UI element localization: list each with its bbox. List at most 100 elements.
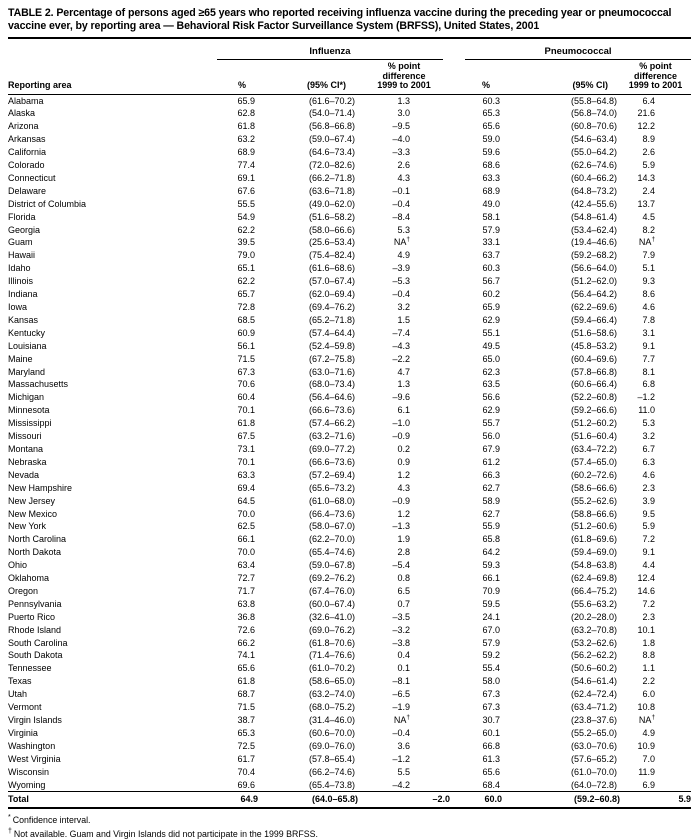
table-row: Arkansas 63.2 (59.0–67.4) –4.0 59.0 (54.6–63.…	[8, 133, 691, 146]
table-row: Nevada 63.3 (57.2–69.4) 1.2 66.3 (60.2–72.6) 4…	[8, 469, 691, 482]
influenza-ci-cell: (31.4–46.0)	[308, 715, 355, 725]
footnote-text: Not available. Guam and Virgin Islands d…	[13, 829, 318, 840]
pneumococcal-percent-cell: 60.3	[482, 263, 501, 274]
influenza-diff-cell: –6.5	[392, 689, 411, 700]
influenza-diff-cell: 1.2	[397, 508, 411, 519]
influenza-diff-cell: 6.5	[397, 585, 411, 596]
reporting-area-cell: Minnesota	[8, 405, 50, 416]
influenza-percent-cell: 38.7	[237, 715, 255, 725]
pneumococcal-percent-cell: 70.9	[482, 585, 501, 596]
table-row: Illinois 62.2 (57.0–67.4) –5.3 56.7 (51.2–62.…	[8, 275, 691, 288]
influenza-ci-header: (95% CI*)	[258, 60, 358, 95]
pneumococcal-percent-cell: 60.3	[482, 95, 501, 106]
pneumococcal-diff-cell: 7.2	[642, 534, 656, 545]
influenza-percent-cell: 61.8	[237, 676, 255, 687]
pneumococcal-percent-cell: 57.9	[482, 637, 501, 648]
pneumococcal-diff-cell: NA†	[638, 236, 656, 248]
table-row: Kentucky 60.9 (57.4–64.4) –7.4 55.1 (51.6–58.…	[8, 327, 691, 340]
reporting-area-cell: Michigan	[8, 392, 45, 403]
influenza-diff-cell: –3.3	[392, 147, 411, 158]
pneumococcal-ci-cell: (59.4–66.4)	[570, 314, 618, 325]
reporting-area-cell: Nebraska	[8, 456, 47, 467]
pneumococcal-percent-cell: 55.4	[482, 663, 501, 674]
table-title: TABLE 2. Percentage of persons aged ≥65 …	[8, 7, 672, 32]
reporting-area-cell: Connecticut	[8, 172, 56, 183]
reporting-area-cell: Puerto Rico	[8, 611, 56, 622]
pneumococcal-ci-cell: (51.2–60.2)	[570, 418, 618, 429]
reporting-area-cell: Delaware	[8, 185, 47, 196]
pneumococcal-diff-cell: 4.5	[642, 211, 656, 222]
pneumococcal-ci-header: (95% CI)	[502, 60, 621, 95]
influenza-diff-cell: –2.0	[358, 791, 451, 810]
footnote-text: Confidence interval.	[12, 815, 91, 826]
pneumococcal-group-header: Pneumococcal	[465, 46, 692, 60]
pneumococcal-diff-cell: 5.9	[620, 791, 692, 810]
table-row: Hawaii 79.0 (75.4–82.4) 4.9 63.7 (59.2–68.2) 7…	[8, 249, 691, 262]
pneumococcal-percent-cell: 59.0	[482, 134, 501, 145]
table-row: Maryland 67.3 (63.0–71.6) 4.7 62.3 (57.8–66.8…	[8, 366, 691, 379]
influenza-percent-cell: 65.1	[237, 263, 255, 274]
influenza-ci-cell: (58.0–66.6)	[308, 224, 355, 235]
influenza-diff-cell: –3.9	[392, 263, 411, 274]
influenza-percent-cell: 68.5	[237, 314, 255, 325]
influenza-diff-cell: –4.3	[392, 340, 411, 351]
influenza-ci-cell: (66.6–73.6)	[308, 456, 355, 467]
pneumococcal-ci-cell: (57.8–66.8)	[570, 366, 618, 377]
pneumococcal-ci-cell: (62.2–69.6)	[570, 302, 618, 312]
influenza-percent-cell: 56.1	[237, 340, 255, 351]
influenza-diff-cell: 4.3	[397, 482, 411, 493]
influenza-diff-cell: 1.9	[397, 534, 411, 545]
influenza-ci-cell: (69.2–76.2)	[308, 573, 355, 584]
pneumococcal-percent-cell: 24.1	[482, 611, 501, 622]
influenza-percent-cell: 74.1	[237, 650, 255, 661]
reporting-area-cell: Alabama	[8, 95, 44, 106]
influenza-percent-cell: 63.2	[237, 134, 255, 145]
influenza-percent-cell: 77.4	[237, 160, 255, 171]
influenza-diff-cell: –1.2	[392, 753, 411, 764]
table-header: Influenza Pneumococcal Reporting area % …	[8, 43, 692, 95]
pneumococcal-diff-cell: 7.2	[642, 598, 656, 609]
influenza-diff-cell: 6.1	[397, 405, 411, 416]
pneumococcal-percent-cell: 60.0	[450, 791, 503, 810]
influenza-diff-cell: –3.2	[392, 624, 411, 635]
influenza-ci-cell: (56.8–66.8)	[308, 121, 355, 132]
pneumococcal-percent-header: %	[450, 60, 503, 95]
reporting-area-cell: Maine	[8, 353, 33, 364]
pneumococcal-ci-cell: (52.2–60.8)	[570, 392, 618, 403]
influenza-diff-cell: NA†	[393, 714, 411, 725]
influenza-ci-cell: (63.0–71.6)	[308, 366, 355, 377]
pneumococcal-ci-cell: (55.6–63.2)	[570, 598, 618, 609]
influenza-ci-cell: (63.6–71.8)	[308, 185, 355, 196]
pneumococcal-diff-cell: 7.7	[642, 353, 656, 364]
footnote-not-available: † Not available. Guam and Virgin Islands …	[8, 826, 691, 840]
pneumococcal-group-header-cell: Pneumococcal	[450, 43, 692, 60]
pneumococcal-ci-cell: (55.8–64.8)	[570, 95, 618, 106]
pneumococcal-ci-cell: (62.4–72.4)	[570, 689, 618, 700]
influenza-diff-cell: 0.2	[397, 443, 411, 454]
influenza-ci-cell: (66.2–71.8)	[308, 172, 355, 183]
pneumococcal-ci-cell: (63.0–70.6)	[570, 740, 618, 751]
influenza-ci-cell: (66.4–73.6)	[308, 508, 355, 519]
influenza-ci-cell: (61.8–70.6)	[308, 637, 355, 648]
pneumococcal-ci-cell: (62.6–74.6)	[570, 160, 618, 171]
influenza-ci-cell: (62.0–69.4)	[308, 289, 355, 300]
influenza-diff-cell: –0.9	[392, 431, 411, 442]
influenza-percent-cell: 62.5	[237, 521, 255, 532]
pneumococcal-percent-cell: 59.2	[482, 650, 501, 661]
pneumococcal-percent-cell: 56.6	[482, 392, 501, 403]
influenza-diff-cell: 0.4	[397, 650, 411, 661]
reporting-area-cell: New Mexico	[8, 508, 58, 519]
influenza-percent-cell: 69.6	[237, 779, 255, 790]
influenza-percent-cell: 67.6	[237, 185, 255, 196]
pneumococcal-percent-cell: 62.3	[482, 366, 501, 377]
table-row: Arizona 61.8 (56.8–66.8) –9.5 65.6 (60.8–70.6…	[8, 120, 691, 133]
pneumococcal-ci-cell: (59.4–69.0)	[570, 547, 618, 558]
table-row: Wisconsin 70.4 (66.2–74.6) 5.5 65.6 (61.0–70.…	[8, 766, 691, 779]
pneumococcal-ci-cell: (58.6–66.6)	[570, 482, 618, 493]
reporting-area-cell: Pennsylvania	[8, 598, 62, 609]
reporting-area-cell: Kentucky	[8, 327, 46, 338]
influenza-ci-cell: (58.6–65.0)	[308, 676, 355, 687]
pneumococcal-diff-header: % point difference 1999 to 2001	[620, 60, 692, 95]
pneumococcal-percent-cell: 57.9	[482, 224, 501, 235]
table-row: Louisiana 56.1 (52.4–59.8) –4.3 49.5 (45.8–53…	[8, 340, 691, 353]
